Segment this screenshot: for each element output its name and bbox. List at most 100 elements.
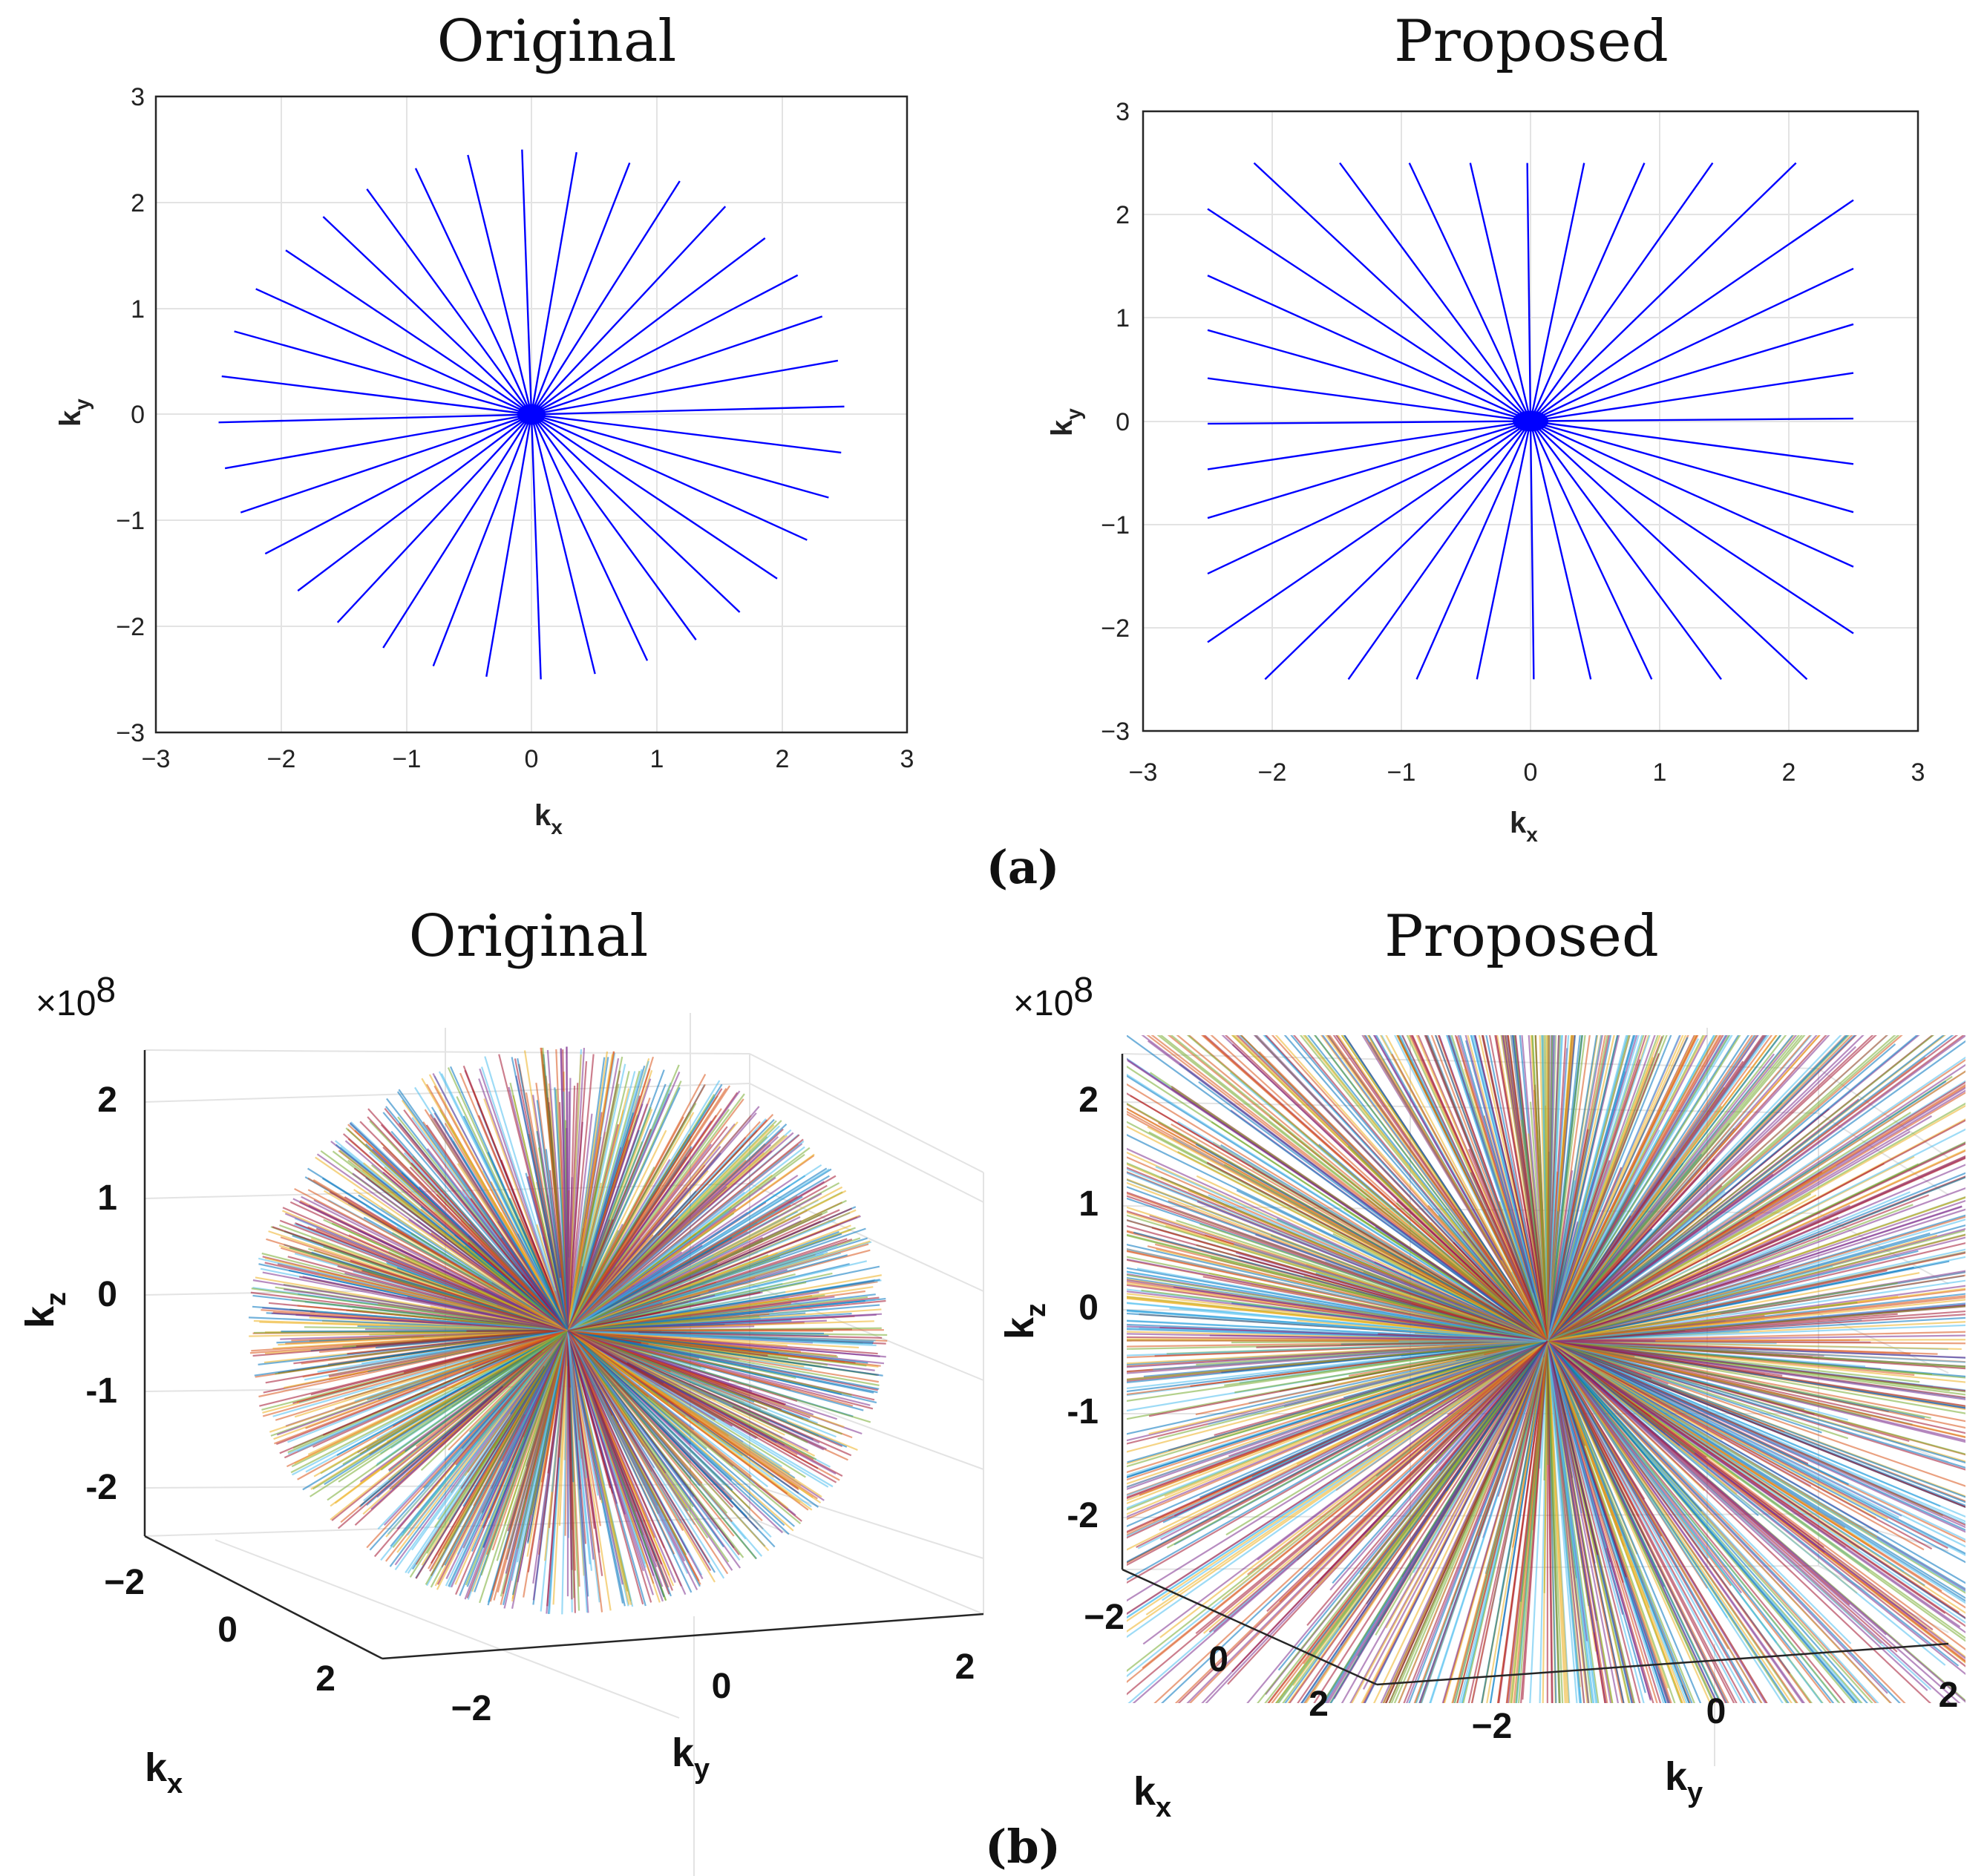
- trajectory-spoke: [531, 413, 741, 613]
- trajectory-spoke-3d: [567, 1244, 838, 1332]
- axis-multiplier: ×108: [36, 971, 116, 1023]
- trajectory-spoke-3d: [540, 1330, 569, 1483]
- trajectory-spoke-3d: [1396, 1035, 1548, 1342]
- trajectory-spoke: [1207, 208, 1531, 422]
- trajectory-spoke: [366, 188, 532, 416]
- trajectory-spoke-3d: [1306, 1340, 1548, 1627]
- y-tick-label: 0: [131, 401, 145, 429]
- trajectory-spoke: [531, 359, 839, 416]
- trajectory-spoke: [530, 163, 631, 415]
- trajectory-spoke-3d: [1277, 1340, 1548, 1671]
- trajectory-spoke-3d: [317, 1329, 569, 1373]
- y-tick-label: 0: [712, 1667, 732, 1706]
- trajectory-spoke-3d: [567, 1330, 757, 1560]
- trajectory-spoke-3d: [567, 1329, 852, 1397]
- trajectory-spoke-3d: [1547, 1248, 1628, 1342]
- trajectory-spoke-3d: [1398, 1339, 1548, 1342]
- x-tick-label: 2: [1309, 1685, 1329, 1724]
- trajectory-spoke-3d: [1546, 1035, 1672, 1342]
- trajectory-spoke-3d: [1546, 1340, 1582, 1703]
- trajectory-spoke-3d: [1547, 1035, 1849, 1342]
- trajectory-spoke-3d: [338, 1149, 569, 1331]
- trajectory-spoke-3d: [1546, 1340, 1620, 1703]
- spokes-proposed-2d: [1207, 162, 1854, 680]
- trajectory-spoke-3d: [1547, 1340, 1965, 1619]
- x-tick-label: −3: [142, 745, 171, 773]
- trajectory-spoke-3d: [567, 1330, 822, 1498]
- trajectory-spoke: [1529, 163, 1646, 422]
- trajectory-spoke-3d: [1147, 1126, 1548, 1342]
- trajectory-spoke-3d: [1547, 1149, 1965, 1342]
- trajectory-spoke-3d: [1547, 1340, 1793, 1703]
- trajectory-spoke-3d: [1547, 1046, 1856, 1342]
- y-axis-label: ky: [672, 1731, 710, 1785]
- trajectory-spoke-3d: [1547, 1035, 1954, 1342]
- y-tick-label: 1: [131, 295, 145, 324]
- trajectory-spoke-3d: [567, 1329, 871, 1406]
- trajectory-spoke-3d: [1546, 1340, 1570, 1703]
- trajectory-spoke-3d: [1302, 1035, 1548, 1342]
- trajectory-spoke-3d: [1127, 1325, 1548, 1342]
- trajectory-spoke-3d: [566, 1330, 612, 1489]
- trajectory-spoke-3d: [1547, 1340, 1846, 1703]
- trajectory-spoke-3d: [1127, 1310, 1548, 1342]
- trajectory-spoke-3d: [567, 1329, 639, 1334]
- trajectory-spoke-3d: [1542, 1340, 1549, 1703]
- y-tick-label: 0: [1116, 408, 1130, 436]
- trajectory-spoke: [1530, 417, 1854, 422]
- trajectory-spoke-3d: [1547, 1339, 1965, 1392]
- trajectory-spoke-3d: [1547, 1340, 1933, 1550]
- trajectory-spoke-3d: [1477, 1340, 1549, 1537]
- trajectory-spoke-3d: [567, 1330, 729, 1575]
- trajectory-spoke-3d: [1547, 1198, 1723, 1342]
- axis-lines: [143, 1050, 984, 1660]
- trajectory-spoke-3d: [459, 1072, 569, 1331]
- trajectory-spoke-3d: [1547, 1265, 1780, 1342]
- trajectory-spoke-3d: [1127, 1225, 1548, 1342]
- trajectory-spoke-3d: [1546, 1340, 1667, 1703]
- trajectory-spoke: [531, 206, 727, 416]
- trajectory-spoke-3d: [1547, 1056, 1965, 1342]
- trajectory-spoke-3d: [1546, 1210, 1586, 1342]
- trajectory-spoke-3d: [567, 1236, 733, 1331]
- trajectory-spoke-3d: [517, 1057, 569, 1331]
- trajectory-spoke-3d: [1127, 1206, 1548, 1342]
- trajectory-spoke-3d: [451, 1330, 569, 1588]
- trajectory-spoke-3d: [1547, 1339, 1965, 1368]
- trajectory-spoke-3d: [1547, 1035, 1842, 1342]
- trajectory-spoke-3d: [1546, 1340, 1594, 1703]
- y-tick-label: 2: [131, 189, 145, 217]
- trajectory-spoke-3d: [566, 1330, 656, 1538]
- trajectory-spoke-3d: [1127, 1340, 1548, 1622]
- trajectory-spoke-3d: [567, 1311, 661, 1332]
- x-tick-label: 2: [1782, 758, 1796, 787]
- trajectory-spoke-3d: [1547, 1340, 1873, 1547]
- trajectory-spoke-3d: [1546, 1340, 1608, 1549]
- x-tick-label: 0: [525, 745, 539, 773]
- trajectory-spoke-3d: [1546, 1340, 1645, 1703]
- trajectory-spoke-3d: [1127, 1339, 1548, 1365]
- x-ticks: −2 0 2: [104, 1563, 335, 1699]
- trajectory-spoke-3d: [1127, 1258, 1548, 1342]
- x-tick-label: 1: [650, 745, 664, 773]
- trajectory-spoke-3d: [1547, 1302, 1965, 1342]
- y-tick-label: −3: [1101, 718, 1130, 746]
- trajectory-spoke: [1530, 420, 1854, 514]
- trajectory-spoke-3d: [1513, 1340, 1549, 1703]
- trajectory-spoke: [1408, 163, 1532, 422]
- trajectory-spoke: [1415, 421, 1532, 680]
- trajectory-spoke-3d: [1547, 1092, 1965, 1342]
- trajectory-spoke-3d: [1142, 1340, 1548, 1669]
- trajectory-spoke-3d: [511, 1329, 569, 1351]
- trajectory-spoke-3d: [1547, 1340, 1742, 1594]
- trajectory-spoke-3d: [1127, 1073, 1548, 1342]
- trajectory-spoke: [531, 413, 829, 499]
- trajectory-spoke-3d: [566, 1054, 582, 1331]
- trajectory-spoke-3d: [502, 1330, 569, 1388]
- trajectory-spoke-3d: [1127, 1178, 1548, 1342]
- trajectory-spoke-3d: [1127, 1219, 1548, 1342]
- trajectory-spoke-3d: [296, 1329, 569, 1403]
- trajectory-spoke-3d: [1547, 1340, 1763, 1703]
- trajectory-spoke-3d: [1202, 1340, 1548, 1634]
- trajectory-spoke-3d: [1127, 1340, 1548, 1564]
